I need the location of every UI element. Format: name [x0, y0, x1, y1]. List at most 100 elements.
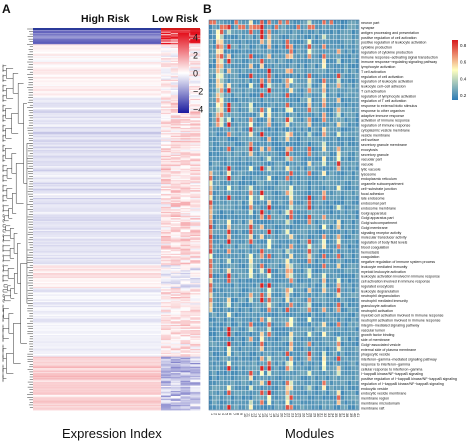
module-cell [219, 122, 224, 127]
expr-cell-low [190, 143, 201, 145]
module-cell [329, 366, 333, 371]
module-cell [337, 24, 341, 30]
module-cell [267, 312, 271, 317]
module-cell [274, 122, 279, 127]
module-cell [337, 98, 341, 103]
module-cell [227, 73, 231, 79]
module-cell [337, 297, 341, 303]
module-cell [296, 268, 301, 274]
module-cell [252, 336, 257, 342]
module-cell [267, 234, 271, 239]
module-cell [333, 356, 337, 361]
module-cell [337, 210, 341, 215]
module-cell [216, 112, 220, 118]
module-cell [245, 200, 249, 205]
module-cell [263, 361, 268, 366]
expr-cell-low [190, 354, 201, 356]
expr-cell-low [170, 107, 181, 110]
module-cell [245, 63, 249, 69]
module-cell [241, 29, 246, 35]
module-cell [234, 332, 238, 337]
module-cell [322, 356, 326, 361]
expr-cell-low [190, 88, 201, 91]
expr-cell-low [161, 363, 172, 365]
module-cell [252, 200, 257, 205]
module-cell [348, 312, 352, 317]
expr-cell-low [161, 63, 172, 65]
expr-cell-low [180, 302, 191, 304]
expr-cell-low [190, 51, 201, 54]
module-cell [238, 171, 242, 176]
module-cell [337, 185, 341, 191]
module-cell [300, 63, 304, 69]
module-cell [245, 93, 249, 98]
expr-cell-low [190, 293, 201, 295]
expr-cell-low [161, 78, 172, 81]
module-cell [227, 336, 231, 342]
module-cell [238, 156, 242, 161]
module-cell [282, 258, 286, 264]
module-cell [304, 39, 308, 44]
module-cell [256, 68, 260, 74]
module-cell [234, 34, 238, 40]
expr-cell-low [190, 189, 201, 191]
module-cell [278, 180, 282, 186]
expr-cell-high [33, 385, 161, 388]
expr-cell-high [33, 335, 161, 337]
module-cell [289, 361, 293, 366]
module-cell [234, 346, 238, 352]
module-cell [307, 180, 312, 186]
module-cell [278, 356, 282, 361]
expr-cell-low [190, 101, 201, 104]
expr-cell-low [161, 98, 172, 101]
module-cell [296, 49, 301, 54]
expr-cell-low [190, 82, 201, 85]
module-cell [340, 190, 344, 196]
module-cell [230, 132, 235, 137]
expr-cell-low [190, 275, 201, 278]
module-cell [307, 195, 312, 200]
module-cell [209, 93, 213, 98]
module-cell [348, 39, 352, 44]
module-cell [252, 356, 257, 361]
module-cell [271, 176, 275, 181]
module-cell [282, 293, 286, 298]
expr-cell-low [161, 178, 172, 181]
module-cell [318, 346, 323, 352]
module-cell [285, 88, 290, 93]
module-cell [329, 93, 333, 98]
module-cell [282, 288, 286, 293]
module-cell [333, 205, 337, 210]
module-cell [252, 102, 257, 108]
module-cell [212, 176, 216, 181]
module-cell [344, 180, 348, 186]
expr-cell-low [161, 375, 172, 378]
expr-cell-low [170, 139, 181, 142]
module-cell [227, 361, 231, 366]
expr-cell-low [170, 133, 181, 135]
expr-cell-high [33, 211, 161, 214]
module-cell [245, 102, 249, 108]
module-cell [256, 288, 260, 293]
module-cell [285, 24, 290, 30]
module-cell [282, 185, 286, 191]
module-cell [355, 54, 359, 59]
module-cell [219, 234, 224, 239]
module-cell [209, 176, 213, 181]
module-cell [234, 127, 238, 132]
module-cell [333, 34, 337, 40]
module-cell [285, 98, 290, 103]
expr-cell-low [161, 394, 172, 397]
expr-cell-low [190, 67, 201, 69]
module-cell [252, 83, 257, 88]
module-cell [282, 307, 286, 313]
expr-cell-low [190, 34, 201, 36]
module-cell [252, 161, 257, 166]
expr-cell-low [190, 129, 201, 131]
module-cell [307, 88, 312, 93]
module-cell [260, 151, 264, 157]
expr-cell-low [180, 303, 191, 305]
module-cell [333, 151, 337, 157]
expr-cell-high [33, 205, 161, 208]
expr-cell-low [180, 180, 191, 182]
